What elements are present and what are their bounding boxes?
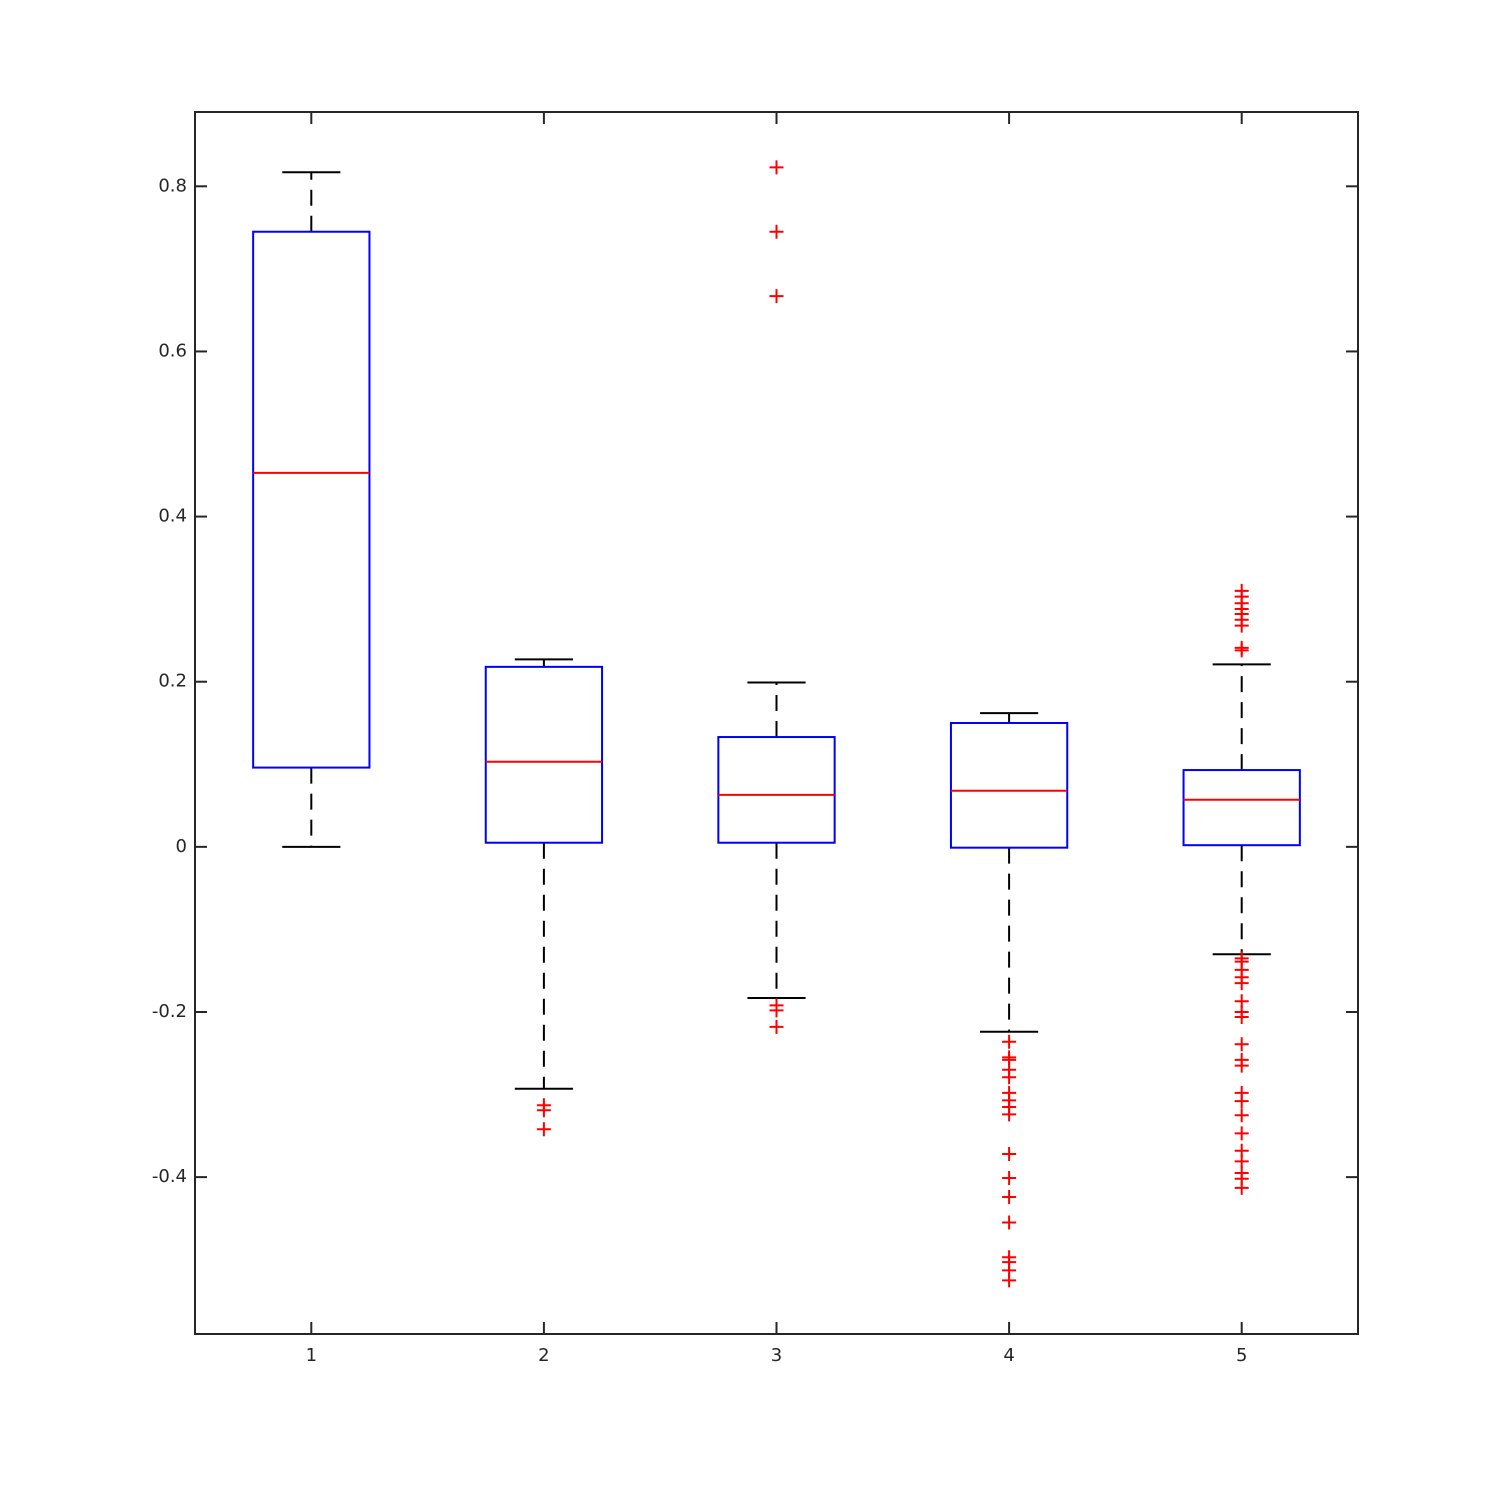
x-tick-label: 2: [538, 1345, 549, 1366]
outlier: [1234, 1180, 1249, 1195]
outlier: [1234, 643, 1249, 658]
outlier: [1002, 1107, 1017, 1122]
box: [717, 736, 836, 844]
y-tick-label: -0.2: [152, 1001, 187, 1022]
y-tick-label: 0.6: [158, 340, 187, 361]
x-tick-label: 1: [306, 1345, 317, 1366]
box: [1182, 769, 1301, 847]
x-tick-label: 3: [771, 1345, 782, 1366]
y-tick-label: 0.4: [158, 506, 187, 527]
outlier: [1002, 1034, 1017, 1049]
outlier: [536, 1122, 551, 1137]
outlier: [769, 289, 784, 304]
outlier: [1002, 1189, 1017, 1204]
y-tick-label: 0.2: [158, 671, 187, 692]
outlier: [1234, 1108, 1249, 1123]
outlier: [1002, 1215, 1017, 1230]
outlier: [769, 224, 784, 239]
outlier: [1234, 1094, 1249, 1109]
outlier: [1234, 1037, 1249, 1052]
y-tick-label: 0: [176, 836, 187, 857]
outlier: [769, 1003, 784, 1018]
outlier: [1002, 1170, 1017, 1185]
outlier: [1234, 1126, 1249, 1141]
outlier: [1234, 618, 1249, 633]
outlier: [1002, 1070, 1017, 1085]
box: [252, 230, 371, 769]
outlier: [769, 160, 784, 175]
outlier: [1234, 1009, 1249, 1024]
outlier: [1234, 1058, 1249, 1073]
box: [484, 665, 604, 844]
outlier: [1234, 976, 1249, 991]
y-tick-label: 0.8: [158, 175, 187, 196]
outlier: [536, 1103, 551, 1118]
x-tick-label: 4: [1003, 1345, 1014, 1366]
x-tick-label: 5: [1236, 1345, 1247, 1366]
y-tick-label: -0.4: [152, 1166, 187, 1187]
box: [949, 722, 1069, 849]
outlier: [1002, 1273, 1017, 1288]
outlier: [1002, 1147, 1017, 1161]
outlier: [769, 1019, 784, 1034]
